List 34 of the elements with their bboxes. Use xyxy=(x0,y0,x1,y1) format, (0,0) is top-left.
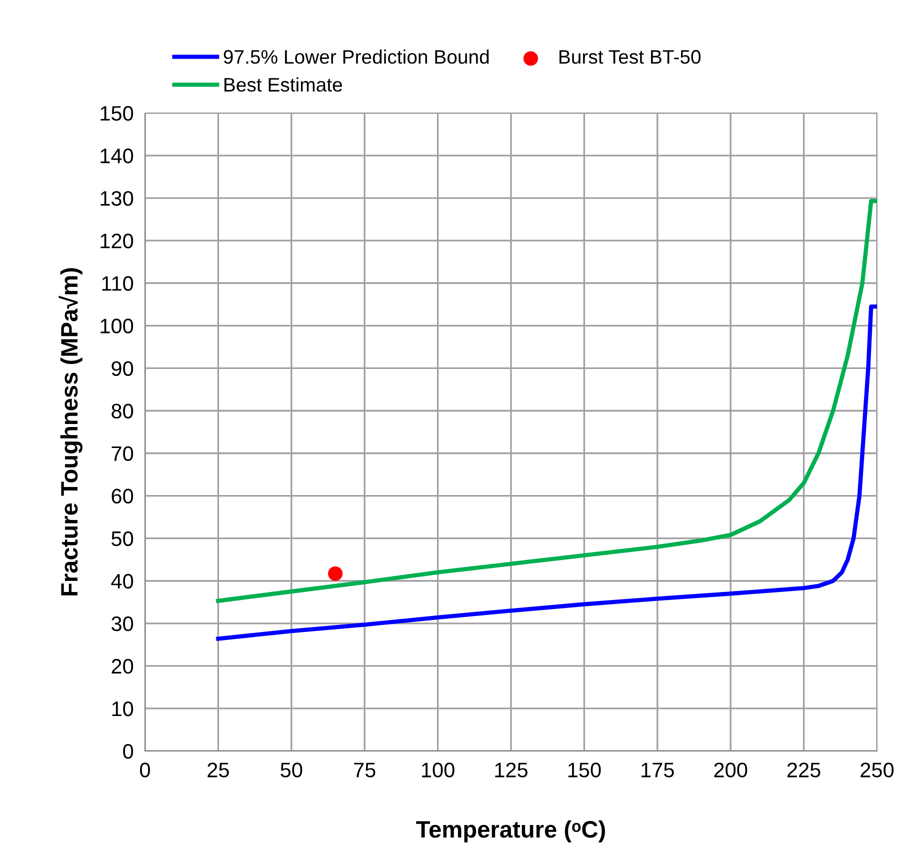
y-tick-label: 40 xyxy=(111,574,134,589)
x-tick-label: 50 xyxy=(280,762,302,778)
y-tick-label: 20 xyxy=(112,658,134,674)
x-tick-label: 150 xyxy=(568,762,601,778)
x-tick-label: 175 xyxy=(642,762,674,778)
x-tick-label: 75 xyxy=(354,762,376,778)
x-tick-label: 225 xyxy=(787,762,820,778)
x-tick-label: 100 xyxy=(422,762,454,778)
y-tick-label: 70 xyxy=(112,446,134,462)
y-tick-label: 0 xyxy=(123,744,134,759)
y-tick-label: 10 xyxy=(112,701,134,716)
y-axis-title: Fracture Toughness (MPa√m) xyxy=(58,268,82,596)
legend-label: Burst Test BT-50 xyxy=(560,50,701,64)
x-tick-label: 0 xyxy=(140,762,150,778)
y-tick-label: 60 xyxy=(112,488,134,504)
y-tick-label: 130 xyxy=(100,191,134,206)
x-tick-label: 25 xyxy=(208,762,229,778)
line-series xyxy=(216,198,877,603)
y-tick-label: 50 xyxy=(112,531,134,546)
x-tick-label: 200 xyxy=(714,762,748,778)
y-tick-label: 110 xyxy=(102,276,134,291)
legend-label: 97.5% Lower Prediction Bound xyxy=(224,50,489,64)
y-tick-label: 140 xyxy=(100,148,134,164)
y-tick-label: 80 xyxy=(112,404,134,418)
y-tick-label: 150 xyxy=(100,106,134,121)
y-tick-label: 100 xyxy=(100,318,134,334)
y-tick-label: 90 xyxy=(112,361,134,376)
line-series xyxy=(216,304,877,641)
y-tick-label: 30 xyxy=(112,616,134,632)
y-tick-label: 120 xyxy=(100,234,134,248)
legend-label: Best Estimate xyxy=(224,77,342,92)
x-axis-title: Temperature (ᵒC) xyxy=(416,820,605,842)
x-tick-label: 250 xyxy=(860,762,894,778)
x-tick-label: 125 xyxy=(495,762,528,778)
